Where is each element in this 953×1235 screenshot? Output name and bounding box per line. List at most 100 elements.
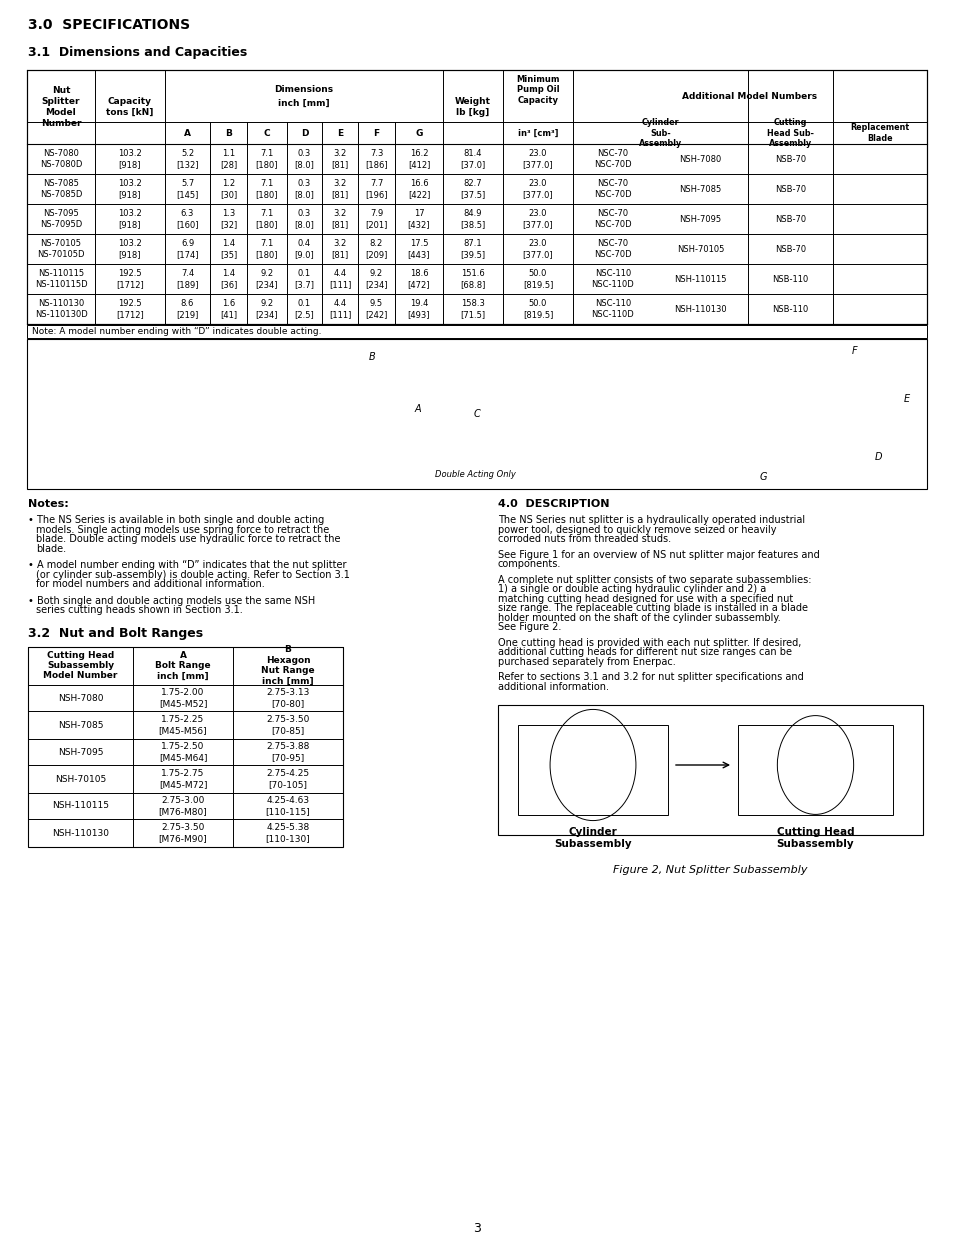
- Text: 4.4
[111]: 4.4 [111]: [329, 269, 351, 289]
- Text: 2.75-3.00
[M76-M80]: 2.75-3.00 [M76-M80]: [158, 797, 207, 816]
- Text: • The NS Series is available in both single and double acting: • The NS Series is available in both sin…: [28, 515, 324, 525]
- Text: NSC-110
NSC-110D: NSC-110 NSC-110D: [591, 269, 634, 289]
- Bar: [28, 646, 343, 846]
- Text: 0.1
[3.7]: 0.1 [3.7]: [294, 269, 314, 289]
- Text: See Figure 1 for an overview of NS nut splitter major features and: See Figure 1 for an overview of NS nut s…: [497, 550, 819, 559]
- Text: 1.2
[30]: 1.2 [30]: [219, 179, 237, 199]
- Text: (or cylinder sub-assembly) is double acting. Refer to Section 3.1: (or cylinder sub-assembly) is double act…: [36, 569, 350, 579]
- Text: series cutting heads shown in Section 3.1.: series cutting heads shown in Section 3.…: [36, 605, 242, 615]
- Text: 9.5
[242]: 9.5 [242]: [365, 299, 387, 319]
- Text: NS-70105
NS-70105D: NS-70105 NS-70105D: [37, 240, 85, 259]
- Text: 9.2
[234]: 9.2 [234]: [255, 269, 278, 289]
- Text: 23.0
[377.0]: 23.0 [377.0]: [522, 209, 553, 228]
- Text: components.: components.: [497, 559, 560, 569]
- Text: 23.0
[377.0]: 23.0 [377.0]: [522, 149, 553, 169]
- Text: NSC-70
NSC-70D: NSC-70 NSC-70D: [594, 179, 631, 199]
- Text: 158.3
[71.5]: 158.3 [71.5]: [460, 299, 485, 319]
- Text: 103.2
[918]: 103.2 [918]: [118, 179, 142, 199]
- Text: 4.4
[111]: 4.4 [111]: [329, 299, 351, 319]
- Text: 50.0
[819.5]: 50.0 [819.5]: [522, 299, 553, 319]
- Text: 2.75-3.50
[70-85]: 2.75-3.50 [70-85]: [266, 715, 310, 735]
- Text: 84.9
[38.5]: 84.9 [38.5]: [460, 209, 485, 228]
- Text: Double Acting Only: Double Acting Only: [435, 469, 515, 478]
- Text: 1) a single or double acting hydraulic cylinder and 2) a: 1) a single or double acting hydraulic c…: [497, 584, 765, 594]
- Text: B: B: [368, 352, 375, 362]
- Text: 0.1
[2.5]: 0.1 [2.5]: [294, 299, 314, 319]
- Text: size range. The replaceable cutting blade is installed in a blade: size range. The replaceable cutting blad…: [497, 603, 807, 613]
- Text: NSC-70
NSC-70D: NSC-70 NSC-70D: [594, 240, 631, 259]
- Text: Capacity
tons [kN]: Capacity tons [kN]: [106, 98, 153, 117]
- Text: 3.0  SPECIFICATIONS: 3.0 SPECIFICATIONS: [28, 19, 190, 32]
- Text: NSH-7095: NSH-7095: [679, 215, 720, 224]
- Text: NSB-70: NSB-70: [774, 154, 805, 163]
- Text: • Both single and double acting models use the same NSH: • Both single and double acting models u…: [28, 595, 314, 605]
- Text: C: C: [473, 409, 480, 419]
- Text: F: F: [373, 128, 379, 137]
- Text: 19.4
[493]: 19.4 [493]: [407, 299, 430, 319]
- Text: 3.2  Nut and Bolt Ranges: 3.2 Nut and Bolt Ranges: [28, 626, 203, 640]
- Text: Nut
Splitter
Model
Number: Nut Splitter Model Number: [41, 86, 81, 128]
- Text: NS-7095
NS-7095D: NS-7095 NS-7095D: [40, 209, 82, 228]
- Text: 1.75-2.25
[M45-M56]: 1.75-2.25 [M45-M56]: [158, 715, 207, 735]
- Text: 8.2
[209]: 8.2 [209]: [365, 240, 387, 259]
- Text: 1.4
[35]: 1.4 [35]: [219, 240, 237, 259]
- Text: NSH-110130: NSH-110130: [674, 305, 726, 314]
- Text: D: D: [300, 128, 308, 137]
- Text: NSB-70: NSB-70: [774, 245, 805, 253]
- Text: 103.2
[918]: 103.2 [918]: [118, 240, 142, 259]
- Text: Weight
lb [kg]: Weight lb [kg]: [455, 98, 491, 117]
- Text: NSB-110: NSB-110: [772, 305, 808, 314]
- Text: 9.2
[234]: 9.2 [234]: [365, 269, 387, 289]
- Text: 7.7
[196]: 7.7 [196]: [365, 179, 387, 199]
- Text: Cutting Head
Subassembly
Model Number: Cutting Head Subassembly Model Number: [43, 651, 117, 680]
- Text: B
Hexagon
Nut Range
inch [mm]: B Hexagon Nut Range inch [mm]: [261, 646, 314, 685]
- Text: 0.3
[8.0]: 0.3 [8.0]: [294, 179, 314, 199]
- Text: 82.7
[37.5]: 82.7 [37.5]: [460, 179, 485, 199]
- Text: 4.25-4.63
[110-115]: 4.25-4.63 [110-115]: [265, 797, 310, 816]
- Bar: [517, 725, 667, 815]
- Text: 7.9
[201]: 7.9 [201]: [365, 209, 387, 228]
- Text: 23.0
[377.0]: 23.0 [377.0]: [522, 240, 553, 259]
- Text: E: E: [336, 128, 343, 137]
- Text: 1.75-2.50
[M45-M64]: 1.75-2.50 [M45-M64]: [158, 742, 207, 762]
- Text: See Figure 2.: See Figure 2.: [497, 622, 560, 632]
- Text: matching cutting head designed for use with a specified nut: matching cutting head designed for use w…: [497, 594, 792, 604]
- Text: Note: A model number ending with “D” indicates double acting.: Note: A model number ending with “D” ind…: [32, 327, 321, 336]
- Text: 5.2
[132]: 5.2 [132]: [176, 149, 198, 169]
- Text: NSH-7080: NSH-7080: [58, 694, 103, 703]
- Text: 3: 3: [473, 1221, 480, 1235]
- Text: A: A: [415, 404, 421, 414]
- Text: holder mounted on the shaft of the cylinder subassembly.: holder mounted on the shaft of the cylin…: [497, 613, 780, 622]
- Text: NS-110115
NS-110115D: NS-110115 NS-110115D: [34, 269, 88, 289]
- Text: NSH-110115: NSH-110115: [674, 274, 726, 284]
- Text: B: B: [225, 128, 232, 137]
- Text: 3.2
[81]: 3.2 [81]: [331, 240, 348, 259]
- Text: 3.2
[81]: 3.2 [81]: [331, 179, 348, 199]
- Text: 7.1
[180]: 7.1 [180]: [255, 149, 278, 169]
- Text: 0.4
[9.0]: 0.4 [9.0]: [294, 240, 314, 259]
- Text: 1.4
[36]: 1.4 [36]: [219, 269, 237, 289]
- Bar: [27, 338, 926, 489]
- Text: F: F: [851, 346, 857, 356]
- Text: 1.6
[41]: 1.6 [41]: [220, 299, 236, 319]
- Text: A: A: [184, 128, 191, 137]
- Text: blade. Double acting models use hydraulic force to retract the: blade. Double acting models use hydrauli…: [36, 534, 340, 543]
- Text: A
Bolt Range
inch [mm]: A Bolt Range inch [mm]: [155, 651, 211, 680]
- Text: 1.1
[28]: 1.1 [28]: [219, 149, 237, 169]
- Text: models. Single acting models use spring force to retract the: models. Single acting models use spring …: [36, 525, 329, 535]
- Text: NSC-70
NSC-70D: NSC-70 NSC-70D: [594, 209, 631, 228]
- Text: 5.7
[145]: 5.7 [145]: [176, 179, 198, 199]
- Text: additional cutting heads for different nut size ranges can be: additional cutting heads for different n…: [497, 647, 791, 657]
- Text: 2.75-3.50
[M76-M90]: 2.75-3.50 [M76-M90]: [158, 823, 207, 842]
- Text: 7.3
[186]: 7.3 [186]: [365, 149, 388, 169]
- Text: 7.1
[180]: 7.1 [180]: [255, 179, 278, 199]
- Text: G: G: [759, 472, 766, 482]
- Text: NSC-70
NSC-70D: NSC-70 NSC-70D: [594, 149, 631, 169]
- Text: NS-7080
NS-7080D: NS-7080 NS-7080D: [40, 149, 82, 169]
- Text: 9.2
[234]: 9.2 [234]: [255, 299, 278, 319]
- Text: 4.0  DESCRIPTION: 4.0 DESCRIPTION: [497, 499, 609, 509]
- Text: NSH-7085: NSH-7085: [58, 720, 103, 730]
- Text: One cutting head is provided with each nut splitter. If desired,: One cutting head is provided with each n…: [497, 637, 801, 647]
- Text: E: E: [903, 394, 909, 404]
- Text: NSH-70105: NSH-70105: [55, 774, 106, 783]
